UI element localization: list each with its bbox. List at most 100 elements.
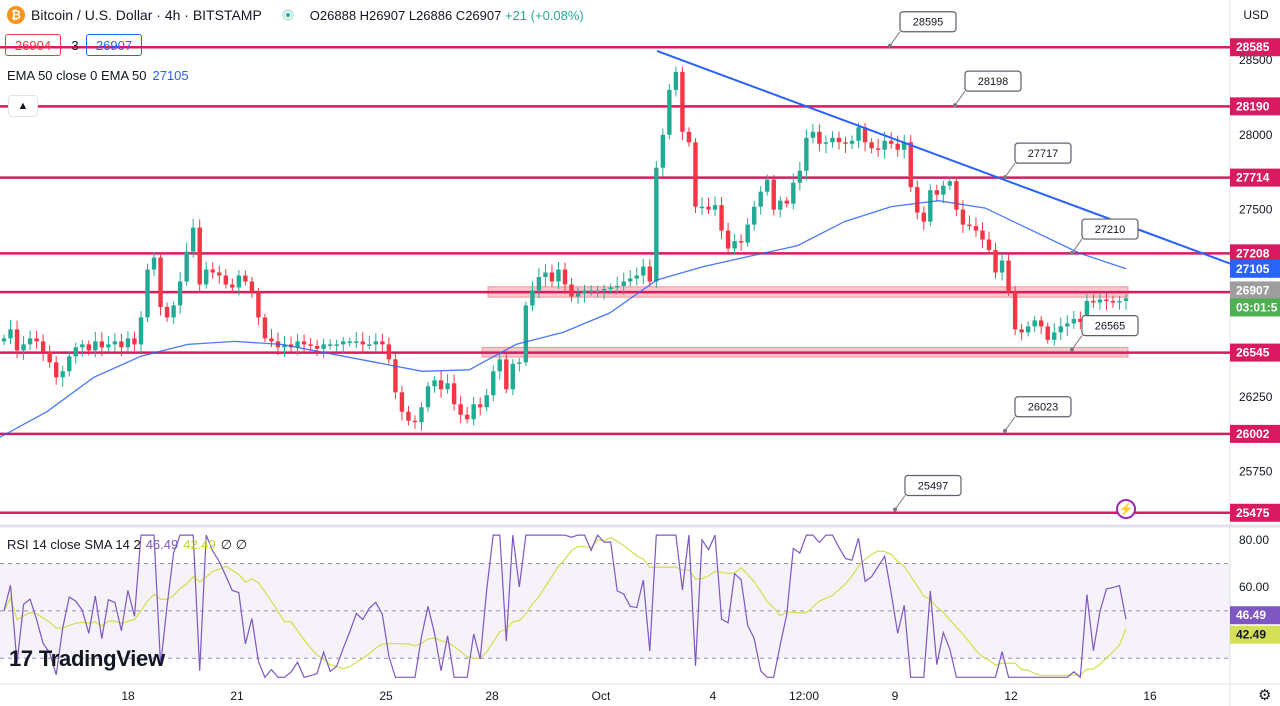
candle-body — [334, 344, 339, 346]
y-tick-0: 25750 — [1239, 465, 1273, 479]
callout-leader-4 — [1071, 335, 1083, 350]
candle-body — [928, 190, 933, 222]
callout-leader-3 — [1071, 238, 1083, 254]
candle-body — [230, 284, 235, 288]
price-tag-0 — [1230, 38, 1280, 57]
candle-body — [732, 241, 737, 249]
candle-body — [347, 341, 352, 343]
rsi-tag-text-1: 42.49 — [1236, 628, 1266, 642]
ema-legend[interactable]: EMA 50 close 0 EMA 50 27105 — [7, 68, 189, 83]
candle-body — [628, 278, 633, 282]
candle-body — [138, 317, 144, 345]
candle-body — [477, 404, 483, 408]
candle-body — [151, 257, 157, 270]
candle-body — [164, 306, 170, 318]
callout-box-2 — [1014, 142, 1072, 164]
candle-body — [445, 383, 450, 390]
callout-anchor-0 — [888, 43, 892, 48]
candle-body — [582, 290, 587, 294]
callout-leader-6 — [894, 495, 906, 510]
callout-label-0: 28595 — [913, 17, 944, 29]
bitcoin-icon: ₿ — [7, 6, 25, 24]
candle-body — [484, 395, 489, 408]
x-tick-0: 18 — [121, 689, 135, 703]
candle-body — [980, 230, 985, 240]
callout-box-6 — [904, 474, 962, 497]
candle-body — [184, 251, 189, 282]
candle-body — [673, 71, 679, 90]
candle-body — [960, 209, 966, 225]
candle-body — [419, 407, 424, 423]
flash-icon[interactable]: ⚡ — [1116, 499, 1136, 519]
candle-body — [543, 272, 548, 277]
x-tick-4: Oct — [592, 689, 611, 703]
tradingview-logo[interactable]: 17 TradingView — [9, 646, 165, 672]
candle-body — [321, 344, 326, 349]
price-tag-text-4: 27105 — [1236, 262, 1270, 276]
x-tick-8: 12 — [1004, 689, 1018, 703]
candle-body — [660, 134, 666, 168]
candle-body — [249, 281, 255, 292]
candle-body — [993, 250, 998, 273]
buy-button[interactable]: 26907 — [86, 34, 142, 56]
price-tag-text-10: 25475 — [1236, 506, 1270, 520]
candle-body — [1038, 320, 1044, 327]
candle-body — [425, 386, 431, 408]
gear-icon[interactable]: ⚙ — [1258, 687, 1272, 704]
candle-body — [882, 140, 887, 150]
candle-body — [973, 226, 979, 231]
candle-body — [1117, 300, 1122, 303]
callout-label-4: 26565 — [1095, 321, 1126, 333]
candle-body — [1006, 260, 1011, 292]
candle-body — [595, 290, 600, 292]
candle-body — [145, 269, 150, 318]
price-tag-text-3: 27208 — [1236, 246, 1270, 260]
price-tag-10 — [1230, 503, 1280, 522]
candle-body — [621, 281, 626, 286]
price-tag-text-9: 26002 — [1236, 427, 1270, 441]
callout-label-2: 27717 — [1028, 148, 1059, 160]
candle-body — [706, 206, 711, 210]
candle-body — [875, 148, 881, 150]
candle-body — [1104, 299, 1109, 301]
candle-body — [491, 371, 496, 396]
candle-body — [1084, 300, 1090, 322]
candle-body — [341, 341, 346, 345]
candle-body — [895, 143, 900, 150]
symbol-title[interactable]: Bitcoin / U.S. Dollar · 4h · BITSTAMP — [31, 7, 262, 23]
candle-body — [119, 341, 124, 348]
callout-leader-1 — [954, 90, 966, 106]
candle-body — [190, 227, 196, 252]
candle-body — [360, 341, 365, 345]
candle-body — [1012, 291, 1018, 330]
candle-body — [21, 344, 26, 351]
candle-body — [1071, 318, 1077, 324]
candle-body — [106, 344, 111, 348]
callout-anchor-1 — [953, 103, 957, 108]
candle-body — [223, 275, 228, 285]
sell-button[interactable]: 26904 — [5, 34, 61, 56]
rsi-legend-label: RSI 14 close SMA 14 2 — [7, 537, 141, 552]
candle-body — [1078, 318, 1083, 322]
candle-body — [869, 142, 874, 149]
collapse-legend-button[interactable]: ▲ — [8, 95, 38, 117]
candle-body — [908, 142, 913, 188]
currency-label[interactable]: USD — [1243, 8, 1269, 22]
candle-body — [243, 275, 248, 282]
candle-body — [53, 362, 59, 378]
candle-body — [856, 127, 861, 141]
candle-body — [354, 341, 359, 343]
trendline — [656, 50, 1231, 265]
candle-body — [725, 230, 731, 249]
callout-anchor-2 — [1003, 175, 1007, 180]
candles — [1, 66, 1129, 431]
candle-body — [738, 241, 744, 243]
candle-body — [588, 290, 594, 292]
candle-body — [327, 344, 333, 346]
rsi-tag-1 — [1230, 625, 1280, 644]
price-tag-text-0: 28585 — [1236, 40, 1270, 54]
candle-body — [647, 266, 653, 282]
rsi-legend[interactable]: RSI 14 close SMA 14 2 46.49 42.49 ∅ ∅ — [7, 537, 247, 553]
candle-body — [14, 329, 20, 351]
